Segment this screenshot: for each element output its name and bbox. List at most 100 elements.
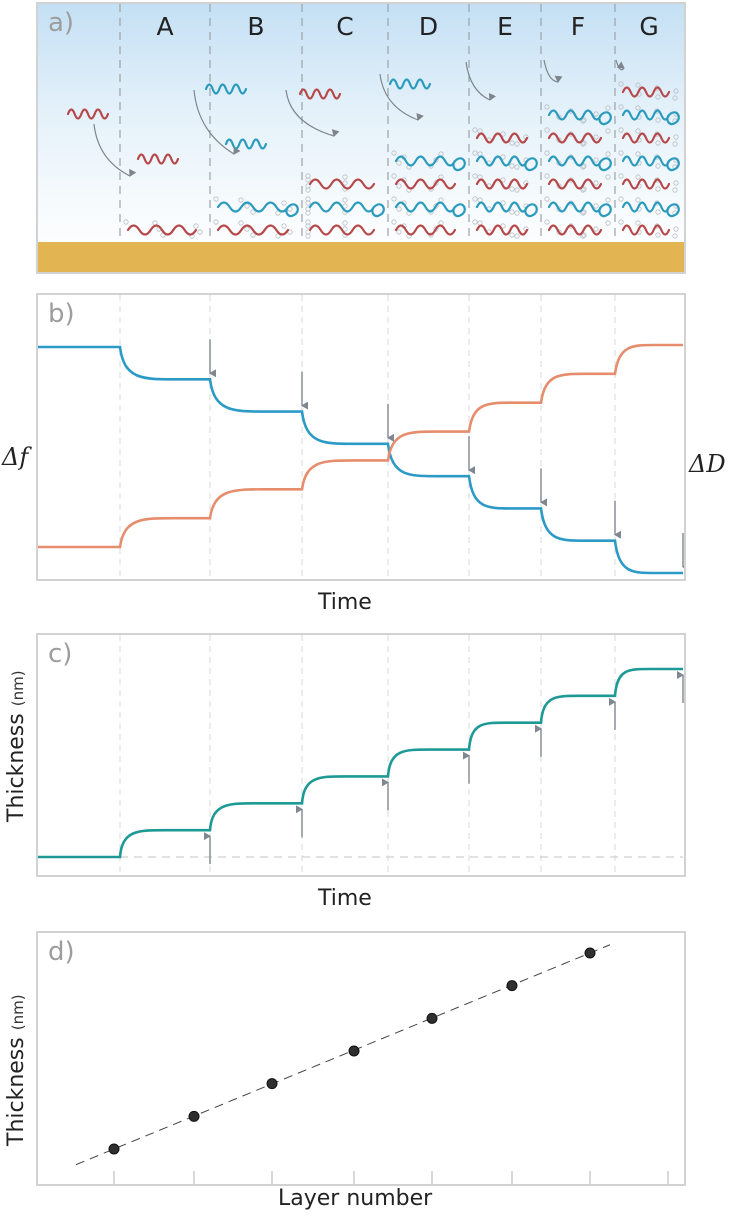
counter-ion bbox=[472, 219, 478, 225]
polymer-chain bbox=[394, 201, 466, 218]
counter-ion bbox=[605, 174, 611, 180]
polymer-chain bbox=[388, 78, 432, 90]
polymer-chain bbox=[547, 109, 612, 126]
counter-ion bbox=[635, 174, 641, 180]
step-label-a: A bbox=[156, 12, 174, 41]
panel-d: d) bbox=[36, 931, 686, 1186]
counter-ion bbox=[250, 209, 256, 215]
polymer-chain bbox=[475, 178, 529, 190]
panel-c-ylabel-unit: (nm) bbox=[9, 670, 27, 707]
counter-ion bbox=[605, 197, 611, 203]
polymer-chain bbox=[475, 155, 538, 172]
polymer-chain bbox=[621, 132, 671, 144]
counter-ion bbox=[281, 200, 287, 206]
counter-ion bbox=[509, 186, 515, 192]
gold-substrate bbox=[38, 242, 684, 272]
counter-ion bbox=[544, 173, 550, 179]
counter-ion bbox=[433, 180, 439, 186]
polymer-chain bbox=[66, 108, 110, 120]
panel-d-ylabel-unit: (nm) bbox=[9, 994, 27, 1031]
deposition-arrow bbox=[465, 61, 497, 101]
counter-ion bbox=[672, 95, 678, 101]
counter-ion bbox=[213, 219, 219, 225]
counter-ion bbox=[581, 186, 587, 192]
counter-ion bbox=[605, 220, 611, 226]
counter-ion bbox=[618, 81, 624, 87]
counter-ion bbox=[580, 118, 586, 124]
counter-ion bbox=[391, 196, 397, 202]
delta-d-label: ΔD bbox=[689, 450, 726, 478]
counter-ion bbox=[305, 223, 311, 229]
counter-ion bbox=[593, 226, 599, 232]
counter-ion bbox=[544, 219, 550, 225]
counter-ion bbox=[635, 197, 641, 203]
polymer-chain bbox=[308, 178, 376, 190]
counter-ion bbox=[123, 219, 129, 225]
delta-f-line bbox=[38, 345, 683, 575]
counter-ion bbox=[655, 232, 661, 238]
counter-ion bbox=[618, 196, 624, 202]
counter-ion bbox=[197, 229, 203, 235]
counter-ion bbox=[342, 174, 348, 180]
counter-ion bbox=[655, 117, 661, 123]
counter-ion bbox=[655, 163, 661, 169]
polymer-chain bbox=[475, 201, 538, 218]
counter-ion bbox=[673, 134, 679, 140]
counter-ion bbox=[544, 150, 550, 156]
counter-ion bbox=[275, 233, 281, 239]
polymer-chain bbox=[621, 86, 671, 98]
data-point bbox=[584, 947, 596, 959]
counter-ion bbox=[238, 197, 244, 203]
panel-b: b) bbox=[36, 293, 686, 581]
counter-ion bbox=[581, 209, 587, 215]
counter-ion bbox=[618, 104, 624, 110]
counter-ion bbox=[342, 203, 348, 209]
deposition-arrow bbox=[285, 89, 340, 137]
counter-ion bbox=[342, 197, 348, 203]
counter-ion bbox=[244, 226, 250, 232]
counter-ion bbox=[305, 210, 311, 216]
polymer-chain bbox=[204, 83, 248, 95]
panel-d-ylabel-text: Thickness bbox=[4, 1037, 29, 1146]
polymer-chain bbox=[216, 224, 290, 236]
polymer-chain bbox=[394, 178, 457, 190]
polymer-chain bbox=[547, 178, 603, 190]
counter-ion bbox=[581, 232, 587, 238]
counter-ion bbox=[509, 232, 515, 238]
counter-ion bbox=[472, 150, 478, 156]
panel-c-ylabel-text: Thickness bbox=[4, 713, 29, 822]
counter-ion bbox=[635, 151, 641, 157]
data-point bbox=[108, 1143, 120, 1155]
polymer-chain bbox=[547, 132, 603, 144]
counter-ion bbox=[342, 180, 348, 186]
counter-ion bbox=[580, 233, 586, 239]
counter-ion bbox=[593, 180, 599, 186]
counter-ion bbox=[556, 206, 562, 212]
polymer-chain bbox=[394, 155, 466, 172]
counter-ion bbox=[556, 183, 562, 189]
counter-ion bbox=[238, 220, 244, 226]
counter-ion bbox=[193, 223, 199, 229]
panel-a: a) A B C D E F G bbox=[36, 2, 686, 274]
counter-ion bbox=[635, 220, 641, 226]
counter-ion bbox=[281, 223, 287, 229]
counter-ion bbox=[342, 220, 348, 226]
polymer-chain bbox=[621, 109, 680, 126]
counter-ion bbox=[618, 127, 624, 133]
step-label-c: C bbox=[336, 12, 354, 41]
counter-ion bbox=[581, 163, 587, 169]
counter-ion bbox=[605, 105, 611, 111]
counter-ion bbox=[673, 88, 679, 94]
counter-ion bbox=[618, 173, 624, 179]
thickness-layer-chart bbox=[75, 944, 669, 1184]
polymer-chain bbox=[216, 201, 299, 218]
step-label-e: E bbox=[497, 12, 513, 41]
counter-ion bbox=[509, 140, 515, 146]
polymer-chain bbox=[394, 224, 457, 236]
counter-ion bbox=[618, 219, 624, 225]
counter-ion bbox=[635, 105, 641, 111]
counter-ion bbox=[433, 203, 439, 209]
counter-ion bbox=[618, 150, 624, 156]
qcmd-chart bbox=[38, 295, 684, 579]
panel-d-label: d) bbox=[48, 937, 75, 967]
